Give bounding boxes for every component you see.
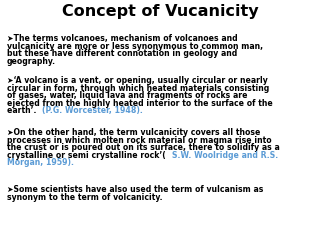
Text: earth’.: earth’. [7, 106, 39, 115]
Text: Morgan, 1959).: Morgan, 1959). [7, 158, 74, 167]
Text: geography.: geography. [7, 57, 56, 66]
Text: Concept of Vucanicity: Concept of Vucanicity [62, 4, 258, 19]
Text: ➤On the other hand, the term vulcanicity covers all those: ➤On the other hand, the term vulcanicity… [7, 128, 260, 137]
Text: circular in form, through which heated materials consisting: circular in form, through which heated m… [7, 84, 269, 93]
Text: synonym to the term of volcanicity.: synonym to the term of volcanicity. [7, 192, 163, 202]
Text: ➤‘A volcano is a vent, or opening, usually circular or nearly: ➤‘A volcano is a vent, or opening, usual… [7, 76, 268, 85]
Text: of gases, water, liquid lava and fragments of rocks are: of gases, water, liquid lava and fragmen… [7, 91, 247, 100]
Text: ➤The terms volcanoes, mechanism of volcanoes and: ➤The terms volcanoes, mechanism of volca… [7, 34, 238, 43]
Text: but these have different connotation in geology and: but these have different connotation in … [7, 49, 237, 58]
Text: S.W. Woolridge and R.S.: S.W. Woolridge and R.S. [172, 151, 279, 160]
Text: the crust or is poured out on its surface, there to solidify as a: the crust or is poured out on its surfac… [7, 143, 280, 152]
Text: crystalline or semi crystalline rock’(: crystalline or semi crystalline rock’( [7, 151, 166, 160]
Text: ➤Some scientists have also used the term of vulcanism as: ➤Some scientists have also used the term… [7, 185, 263, 194]
Text: ejected from the highly heated interior to the surface of the: ejected from the highly heated interior … [7, 99, 273, 108]
Text: (P.G. Worcester, 1948).: (P.G. Worcester, 1948). [42, 106, 143, 115]
Text: vulcanicity are more or less synonymous to common man,: vulcanicity are more or less synonymous … [7, 42, 263, 51]
Text: processes in which molten rock material or magma rise into: processes in which molten rock material … [7, 136, 272, 144]
